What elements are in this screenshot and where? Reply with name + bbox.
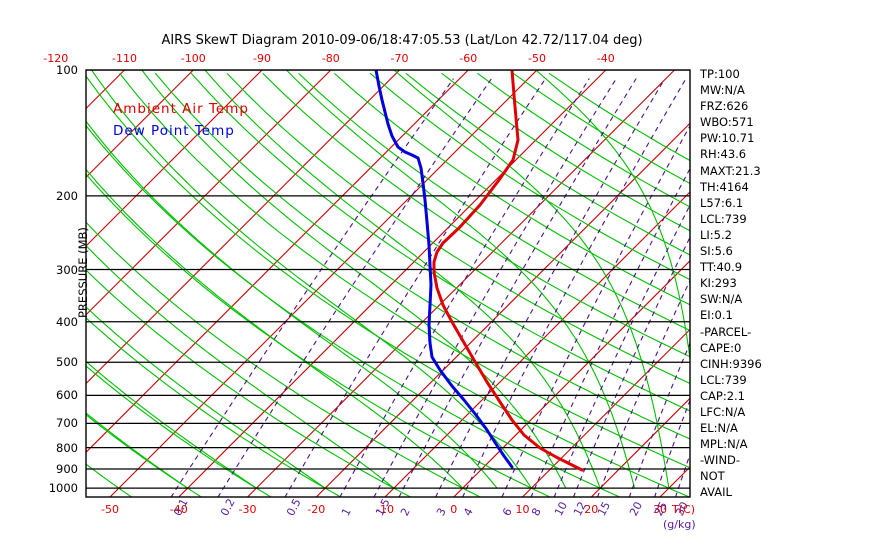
panel-item: TH:4164 [700, 179, 749, 194]
top-temp-tick: -120 [43, 52, 69, 65]
pressure-tick: 500 [56, 355, 78, 370]
panel-item: PW:10.71 [700, 131, 755, 146]
pressure-tick: 700 [56, 416, 78, 431]
panel-item: CINH:9396 [700, 356, 762, 371]
panel-item: -PARCEL- [700, 324, 752, 339]
temperature-axis-label: T(C) [672, 503, 695, 516]
pressure-tick: 300 [56, 262, 78, 277]
legend-ambient-air-temp: Ambient Air Temp [113, 101, 249, 117]
panel-item: FRZ:626 [700, 99, 749, 114]
panel-item: RH:43.6 [700, 147, 747, 162]
bottom-temp-tick: -50 [101, 503, 119, 516]
panel-item: NOT [700, 469, 725, 484]
sounding-indices-panel: TP:100 MW:N/A FRZ:626 WBO:571 PW:10.71 RH:43.… [700, 66, 762, 501]
panel-item: AVAIL [700, 485, 732, 500]
mixing-ratio-axis-label: (g/kg) [663, 518, 696, 531]
pressure-tick: 200 [56, 188, 78, 203]
panel-item: WBO:571 [700, 115, 754, 130]
pressure-tick: 1000 [48, 481, 78, 496]
panel-item: EL:N/A [700, 421, 738, 436]
panel-item: TT:40.9 [700, 260, 743, 275]
top-temp-tick: -60 [459, 52, 478, 65]
top-temp-tick: -40 [596, 52, 615, 65]
top-temp-tick: -50 [528, 52, 546, 65]
top-temp-tick: -110 [112, 52, 137, 65]
bottom-temp-tick: -20 [307, 503, 326, 516]
pressure-tick: 900 [56, 462, 78, 476]
panel-item: MW:N/A [700, 83, 745, 98]
panel-item: MAXT:21.3 [700, 163, 761, 178]
top-temp-tick: -80 [321, 52, 340, 65]
panel-item: SW:N/A [700, 292, 743, 307]
panel-item: CAPE:0 [700, 340, 742, 355]
pressure-tick: 800 [56, 440, 78, 455]
panel-item: L57:6.1 [700, 195, 744, 210]
bottom-temp-tick: -10 [376, 503, 394, 516]
top-temp-tick: -90 [253, 52, 271, 65]
bottom-temp-tick: 20 [584, 503, 599, 516]
bottom-temp-tick: 10 [515, 503, 530, 516]
pressure-tick: 600 [56, 388, 78, 403]
panel-item: KI:293 [700, 276, 737, 291]
top-temp-tick: -70 [390, 52, 409, 65]
legend-dew-point-temp: Dew Point Temp [113, 123, 235, 139]
panel-item: TP:100 [700, 67, 740, 81]
pressure-tick: 100 [56, 63, 78, 77]
panel-item: EI:0.1 [700, 308, 733, 323]
panel-item: -WIND- [700, 453, 741, 468]
panel-item: LFC:N/A [700, 404, 746, 419]
bottom-temp-tick: -30 [238, 503, 257, 516]
page-title: AIRS SkewT Diagram 2010-09-06/18:47:05.5… [161, 33, 643, 48]
panel-item: SI:5.6 [700, 244, 733, 259]
panel-item: LCL:739 [700, 211, 747, 226]
panel-item: CAP:2.1 [700, 388, 745, 403]
bottom-temp-tick: 0 [450, 503, 458, 516]
panel-item: LI:5.2 [700, 227, 732, 242]
bottom-temp-tick: -40 [169, 503, 188, 516]
panel-item: LCL:739 [700, 372, 747, 387]
panel-item: MPL:N/A [700, 437, 748, 452]
bottom-temp-tick: 30 [653, 503, 667, 516]
top-temp-tick: -100 [180, 52, 206, 65]
pressure-tick: 400 [56, 314, 78, 329]
